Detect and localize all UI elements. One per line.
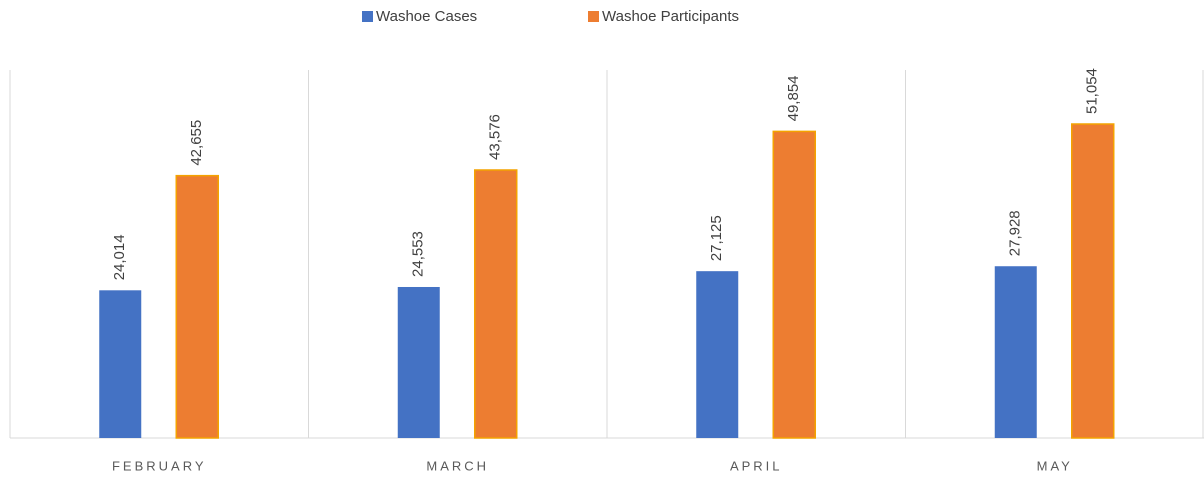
legend-swatch — [362, 11, 373, 22]
x-tick-label: FEBRUARY — [112, 458, 207, 473]
data-label: 43,576 — [487, 114, 504, 160]
x-tick-label: MAY — [1037, 458, 1073, 473]
data-label: 27,125 — [708, 215, 725, 261]
data-label: 24,553 — [410, 231, 427, 277]
bar — [1071, 123, 1115, 439]
bar — [99, 290, 142, 438]
bar — [397, 286, 440, 438]
data-label: 24,014 — [111, 234, 128, 280]
data-label: 51,054 — [1084, 68, 1101, 114]
x-tick-label: MARCH — [426, 458, 489, 473]
bar — [474, 169, 518, 439]
legend-label: Washoe Participants — [602, 8, 739, 25]
legend-label: Washoe Cases — [376, 8, 477, 25]
bar — [696, 271, 739, 438]
data-label: 49,854 — [785, 75, 802, 121]
data-label: 42,655 — [188, 120, 205, 166]
bar — [994, 266, 1037, 438]
x-tick-label: APRIL — [730, 458, 783, 473]
data-label: 27,928 — [1007, 210, 1024, 256]
legend-swatch — [588, 11, 599, 22]
bar — [772, 130, 816, 439]
bar — [175, 174, 219, 439]
